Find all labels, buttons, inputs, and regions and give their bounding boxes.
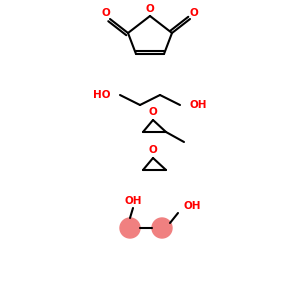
Text: O: O [148,145,158,155]
Circle shape [120,218,140,238]
Text: OH: OH [189,100,206,110]
Text: O: O [190,8,198,18]
Circle shape [152,218,172,238]
Text: OH: OH [184,201,202,211]
Text: O: O [102,8,110,18]
Text: OH: OH [124,196,142,206]
Text: O: O [148,107,158,117]
Text: O: O [146,4,154,14]
Text: HO: HO [94,90,111,100]
